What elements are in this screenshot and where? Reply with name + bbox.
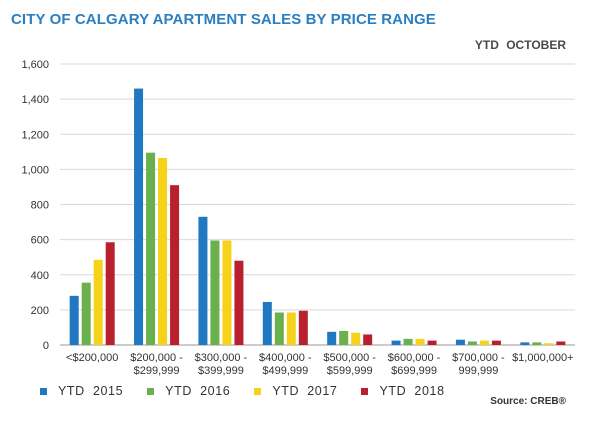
bar [339, 330, 349, 345]
bar [134, 88, 144, 346]
x-category-label: $1,000,000+ [512, 352, 573, 364]
bar [467, 341, 477, 345]
bar [532, 342, 542, 345]
bar-chart: 0 200 400 600 800 1,000 1,200 1,400 1,600 <$200,… [21, 59, 575, 377]
x-category-label: $700,000 -999,999 [452, 352, 505, 377]
legend-item: YTD 2016 [147, 384, 230, 398]
legend-label: YTD 2017 [272, 384, 338, 398]
bar [415, 338, 425, 345]
y-tick-label: 200 [31, 305, 49, 317]
legend-label: YTD 2016 [165, 384, 231, 398]
bar [210, 240, 220, 345]
chart-title: CITY OF CALGARY APARTMENT SALES BY PRICE… [11, 11, 436, 28]
bar [391, 340, 401, 345]
legend-item: YTD 2015 [40, 384, 123, 398]
legend-label: YTD 2015 [58, 384, 124, 398]
y-tick-label: 800 [31, 200, 49, 212]
legend-swatch [361, 387, 369, 395]
y-tick-label: 600 [31, 235, 49, 247]
x-axis-categories: <$200,000 $200,000 -$299,999 $300,000 -$39… [66, 352, 574, 377]
bar [479, 340, 489, 345]
bar [403, 338, 413, 345]
legend-item: YTD 2017 [254, 384, 337, 398]
x-category-label: $300,000 -$399,999 [195, 352, 248, 377]
bar [544, 343, 554, 345]
x-category-label: $200,000 -$299,999 [130, 352, 183, 377]
legend-swatch [254, 387, 262, 395]
chart-subtitle: YTD OCTOBER [474, 38, 566, 52]
x-category-label: $500,000 -$599,999 [323, 352, 376, 377]
bar [327, 331, 337, 345]
legend-item: YTD 2018 [361, 384, 444, 398]
y-tick-label: 1,000 [21, 164, 49, 176]
bar [198, 216, 208, 345]
bar [69, 295, 79, 345]
y-tick-label: 400 [31, 270, 49, 282]
bar [222, 240, 232, 345]
grid-lines [60, 63, 575, 346]
bar [146, 152, 156, 345]
bar [158, 157, 168, 345]
bars [69, 88, 566, 346]
bar [170, 185, 180, 345]
source-note: Source: CREB® [490, 396, 566, 407]
x-category-label: $400,000 -$499,999 [259, 352, 312, 377]
legend-swatch [40, 387, 47, 395]
bar [491, 340, 501, 345]
bar [105, 242, 115, 345]
bar [427, 340, 437, 345]
y-tick-label: 1,600 [21, 59, 49, 71]
legend: YTD 2015 YTD 2016 YTD 2017 YTD 2018 [40, 384, 469, 398]
bar [351, 332, 361, 345]
bar [520, 342, 530, 345]
legend-swatch [147, 387, 155, 395]
y-tick-label: 0 [43, 340, 49, 352]
bar [234, 260, 244, 345]
bar [556, 341, 566, 345]
bar [455, 339, 465, 345]
legend-label: YTD 2018 [379, 384, 445, 398]
bar [298, 310, 308, 345]
x-category-label: <$200,000 [66, 352, 118, 364]
bar [286, 312, 296, 345]
y-axis-ticks: 0 200 400 600 800 1,000 1,200 1,400 1,600 [21, 59, 49, 352]
y-tick-label: 1,400 [21, 94, 49, 106]
y-tick-label: 1,200 [21, 129, 49, 141]
bar [274, 312, 284, 345]
bar [93, 259, 103, 345]
bar [363, 334, 373, 345]
x-category-label: $600,000 -$699,999 [388, 352, 441, 377]
bar [262, 301, 272, 345]
bar [81, 282, 91, 345]
